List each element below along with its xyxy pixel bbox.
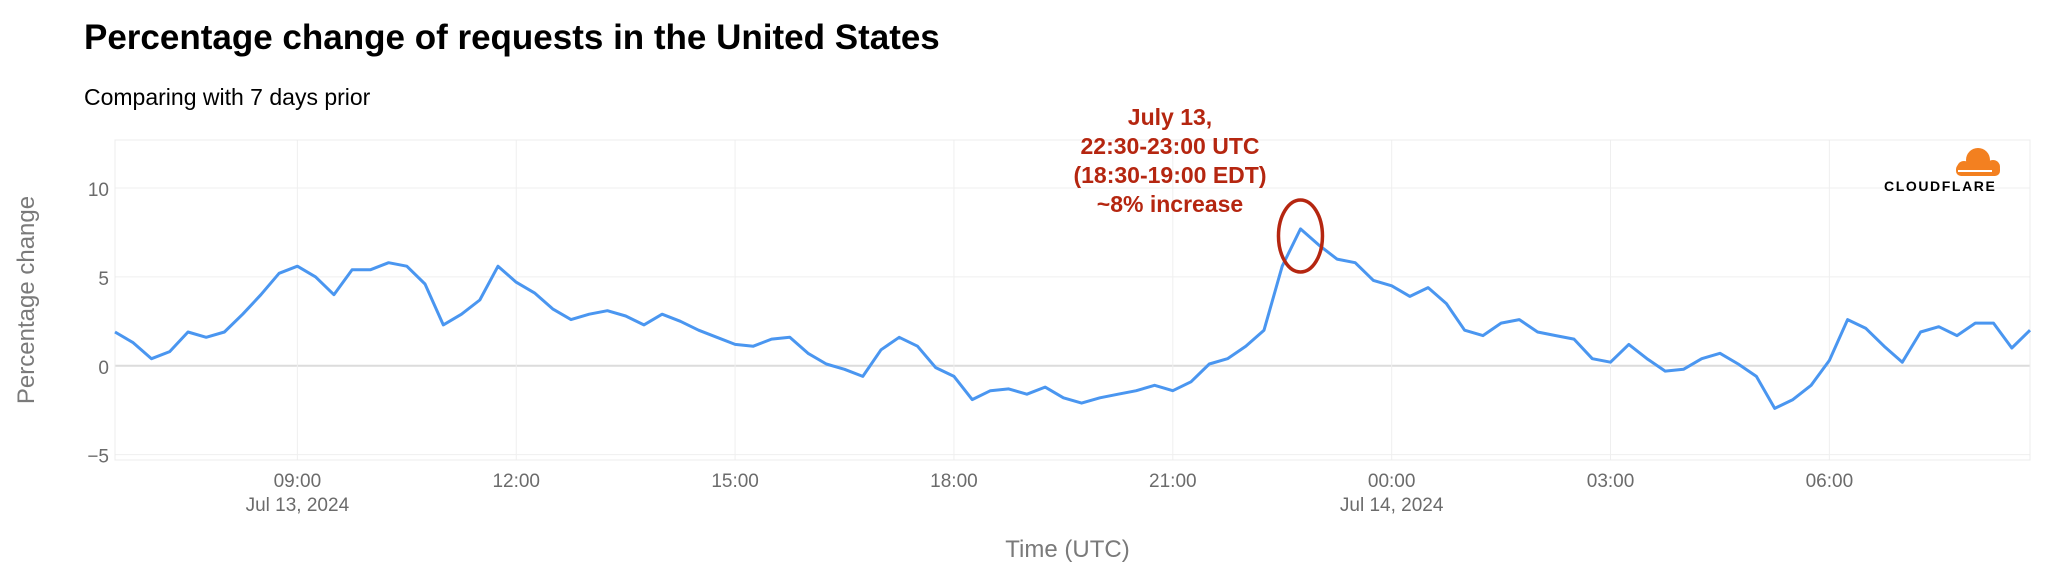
x-tick-sublabel: Jul 14, 2024 — [1340, 495, 1444, 516]
x-tick-label: 09:00 — [274, 471, 322, 492]
grid-lines — [115, 140, 2030, 460]
annotation-line: ~8% increase — [1096, 191, 1244, 217]
y-tick-label: −5 — [87, 447, 109, 468]
cloudflare-cloud-icon — [1956, 148, 2000, 176]
x-tick-label: 18:00 — [930, 471, 978, 492]
annotation-text: July 13, 22:30-23:00 UTC (18:30-19:00 ED… — [1030, 103, 1310, 219]
x-axis-label: Time (UTC) — [1005, 536, 1129, 563]
axes — [114, 139, 2031, 461]
chart-title: Percentage change of requests in the Uni… — [84, 18, 940, 57]
logo-text: CLOUDFLARE — [1884, 178, 1997, 194]
x-tick-label: 06:00 — [1806, 471, 1854, 492]
x-tick-label: 12:00 — [492, 471, 540, 492]
tick-labels: 10 5 0 −5 09:00 Jul 13, 2024 12:00 15:00 18:00 21… — [87, 180, 1853, 516]
x-tick-label: 00:00 — [1368, 471, 1416, 492]
chart-subtitle: Comparing with 7 days prior — [84, 84, 371, 110]
y-tick-label: 10 — [88, 180, 109, 201]
x-tick-sublabel: Jul 13, 2024 — [246, 495, 350, 516]
y-tick-label: 5 — [98, 269, 109, 290]
y-tick-label: 0 — [98, 358, 109, 379]
annotation-ellipse — [1276, 198, 1325, 274]
annotation-line: 22:30-23:00 UTC — [1080, 133, 1260, 159]
x-tick-label: 15:00 — [711, 471, 759, 492]
y-axis-label: Percentage change — [13, 196, 40, 404]
annotation-line: (18:30-19:00 EDT) — [1073, 162, 1267, 188]
annotation-line: July 13, — [1127, 104, 1213, 130]
plot-frame — [114, 139, 2031, 461]
series-line — [114, 227, 2032, 410]
x-tick-label: 03:00 — [1587, 471, 1635, 492]
x-tick-label: 21:00 — [1149, 471, 1197, 492]
